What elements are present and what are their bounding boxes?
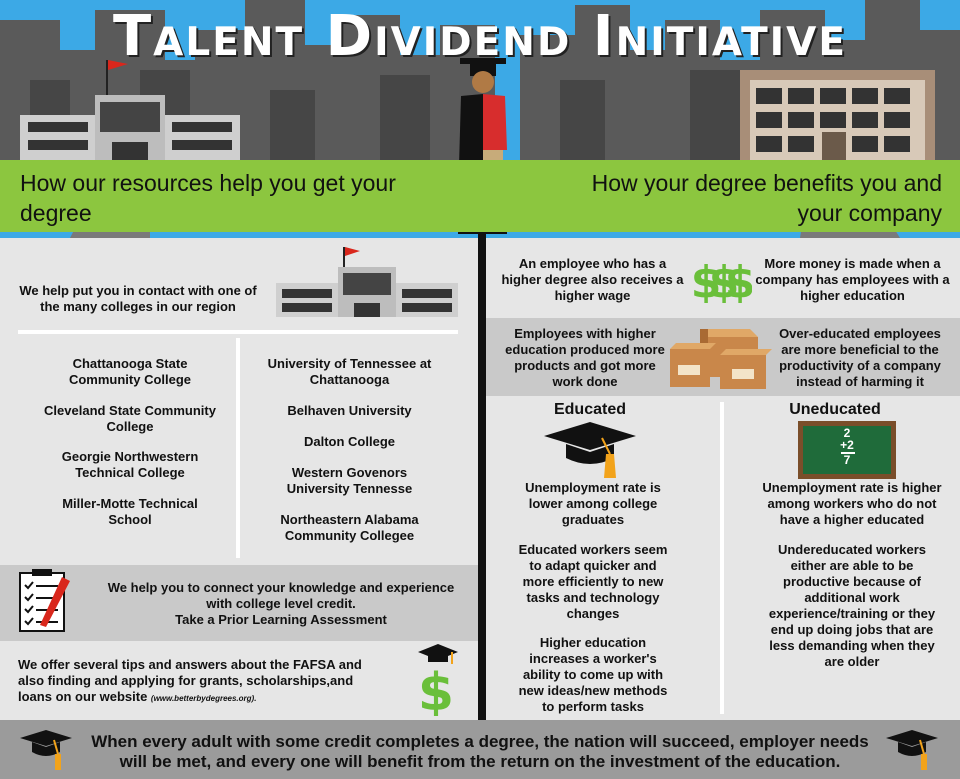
college-item: Dalton College	[303, 434, 395, 449]
svg-text:$: $	[418, 663, 454, 716]
pla-line-1: We help you to connect your knowledge an…	[107, 580, 455, 595]
uneducated-point: Unemployment rate is higher among worker…	[762, 480, 942, 527]
boxes-icon	[670, 329, 772, 389]
page-title: Talent Dividend Initiative	[112, 4, 848, 69]
educated-heading: Educated	[553, 401, 626, 418]
pla-line-3: Take a Prior Learning Assessment	[175, 612, 387, 627]
educated-point: Unemployment rate is lower among college…	[525, 480, 661, 527]
chalk-line: +2	[840, 438, 854, 452]
college-item: Northeastern Alabama Community Collegee	[280, 512, 419, 543]
college-item: Miller-Motte Technical School	[62, 496, 198, 527]
college-item: Georgie Northwestern Technical College	[61, 449, 199, 480]
fafsa-text: We offer several tips and answers about …	[18, 657, 362, 704]
dollar-signs-icon: $ $ $	[692, 257, 752, 303]
right-subtitle: How your degree benefits you and your co…	[591, 170, 942, 226]
products-text: Employees with higher education produced…	[505, 326, 665, 389]
subtitle-band	[0, 160, 960, 232]
colleges-intro: We help put you in contact with one of t…	[19, 283, 257, 314]
horizontal-divider	[18, 330, 458, 334]
graduation-cap-icon	[20, 730, 72, 770]
uneducated-point: Undereducated workers either are able to…	[768, 542, 936, 669]
uneducated-heading: Uneducated	[789, 401, 881, 418]
educated-point: Educated workers seem to adapt quicker a…	[518, 542, 668, 621]
center-divider	[478, 232, 486, 720]
graduation-cap-icon	[544, 422, 636, 478]
college-item: Cleveland State Community College	[44, 403, 216, 434]
website-link[interactable]: (www.betterbydegrees.org).	[150, 694, 257, 703]
footer-band	[0, 720, 960, 779]
graduation-cap-icon	[886, 730, 938, 770]
prior-learning-band	[0, 565, 478, 641]
svg-text:$: $	[709, 257, 740, 303]
wage-text: An employee who has a higher degree also…	[501, 256, 684, 303]
college-item: Western Govenors University Tennesse	[286, 465, 413, 496]
chalkboard-icon: 2 +2 7	[798, 421, 896, 479]
footer-message: When every adult with some credit comple…	[91, 732, 869, 771]
header-banner: Talent Dividend Initiative How our resou…	[0, 0, 960, 238]
dollar-cap-icon: $	[418, 644, 458, 716]
educated-point: Higher education increases a worker's ab…	[518, 635, 668, 714]
college-list-divider	[236, 338, 240, 558]
money-text: More money is made when a company has em…	[755, 256, 950, 303]
college-item: University of Tennessee at Chattanooga	[267, 356, 432, 387]
left-subtitle: How our resources help you get your degr…	[20, 170, 396, 226]
svg-text:$: $	[692, 257, 721, 303]
chalk-line: 7	[843, 453, 851, 467]
fafsa-info: We offer several tips and answers about …	[18, 657, 378, 707]
chalk-rule	[841, 452, 855, 454]
educated-divider	[720, 402, 724, 714]
college-building-icon	[276, 247, 458, 317]
checklist-icon	[19, 569, 70, 632]
overeducated-text: Over-educated employees are more benefic…	[779, 326, 941, 389]
college-item: Belhaven University	[287, 403, 412, 418]
chalk-line: 2	[843, 426, 851, 440]
pla-line-2: with college level credit.	[206, 596, 356, 611]
svg-text:$: $	[725, 257, 752, 303]
college-item: Chattanooga State Community College	[68, 356, 192, 387]
